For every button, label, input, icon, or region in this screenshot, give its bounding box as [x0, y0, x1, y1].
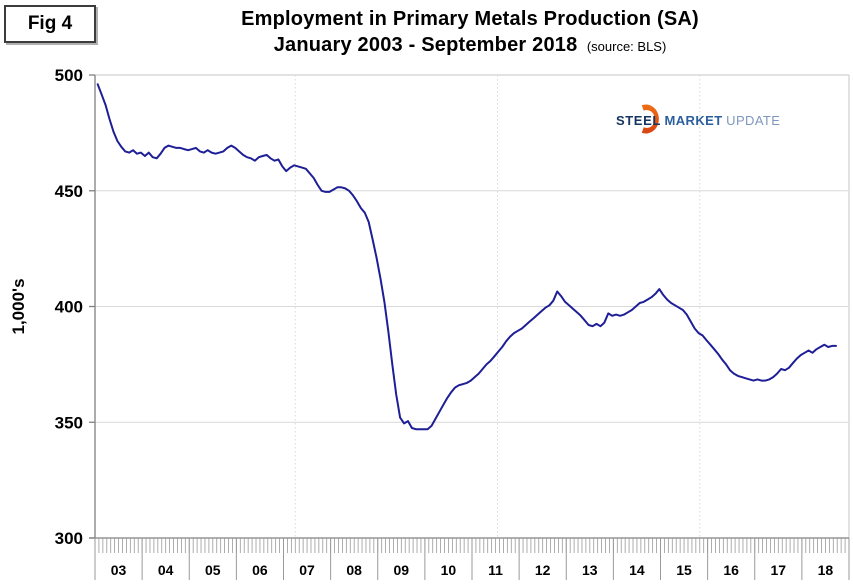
x-year-label-12: 12 [535, 562, 551, 578]
chart-title-block: Employment in Primary Metals Production … [75, 6, 853, 60]
figure-label-box: Fig 4 [4, 5, 96, 43]
logo-word-steel: STEEL [616, 113, 661, 128]
y-tick-label-300: 300 [55, 529, 83, 548]
chart-subtitle: January 2003 - September 2018 (source: B… [75, 32, 853, 60]
y-axis-title: 1,000's [9, 278, 28, 334]
y-tick-label-500: 500 [55, 66, 83, 85]
x-year-label-10: 10 [441, 562, 457, 578]
x-year-label-08: 08 [346, 562, 362, 578]
x-year-label-11: 11 [488, 562, 503, 578]
x-year-label-15: 15 [676, 562, 692, 578]
logo-word-update: UPDATE [726, 113, 781, 128]
employment-series-line [96, 83, 837, 431]
chart-title: Employment in Primary Metals Production … [241, 8, 699, 30]
logo-word-market: MARKET [664, 113, 723, 128]
x-year-label-17: 17 [771, 562, 787, 578]
chart-source-note: (source: BLS) [586, 39, 667, 54]
x-year-label-09: 09 [394, 562, 410, 578]
logo-wordmark: STEEL MARKET UPDATE [616, 113, 780, 128]
x-year-label-03: 03 [111, 562, 127, 578]
logo-crescent-icon [641, 104, 659, 134]
x-year-label-18: 18 [818, 562, 834, 578]
x-year-label-05: 05 [205, 562, 221, 578]
y-tick-label-400: 400 [55, 298, 83, 317]
x-year-label-16: 16 [723, 562, 739, 578]
chart-subtitle-dates: January 2003 - September 2018 [273, 34, 578, 56]
x-year-label-14: 14 [629, 562, 645, 578]
x-year-label-06: 06 [252, 562, 268, 578]
steel-market-update-logo: STEEL MARKET UPDATE [598, 100, 780, 142]
figure-label: Fig 4 [27, 13, 73, 34]
y-tick-label-350: 350 [55, 413, 83, 432]
x-year-label-07: 07 [299, 562, 315, 578]
y-tick-label-450: 450 [55, 182, 83, 201]
x-year-label-13: 13 [582, 562, 598, 578]
x-year-label-04: 04 [158, 562, 174, 578]
